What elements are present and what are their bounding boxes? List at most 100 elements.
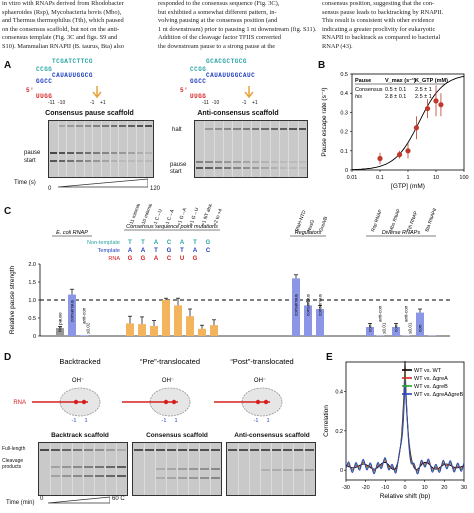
pos-m11: -11 bbox=[48, 100, 55, 106]
bar-annotation: con bbox=[394, 324, 399, 332]
gel-band bbox=[51, 449, 60, 452]
gel-band bbox=[145, 151, 152, 154]
y-axis-label: Pause escape rate (s⁻¹) bbox=[321, 87, 328, 156]
template-base: A bbox=[141, 248, 146, 254]
x-tick-label: 100 bbox=[459, 175, 468, 181]
anticonsensus-gel-d bbox=[226, 442, 316, 496]
nt-base: A bbox=[154, 240, 159, 246]
consensus-pause-label: pause bbox=[24, 150, 41, 156]
time-start-a: 0 bbox=[48, 186, 52, 192]
bar-annotation: anti-con bbox=[82, 307, 87, 324]
gel-lane-divider bbox=[166, 443, 167, 495]
gel-band bbox=[200, 477, 209, 480]
text-line: on the consensus scaffold, but not on th… bbox=[2, 25, 120, 33]
gel-lane-divider bbox=[83, 121, 85, 177]
bar-annotation: his pause bbox=[58, 312, 63, 332]
gel-lane-divider bbox=[297, 121, 299, 177]
gel-band bbox=[50, 151, 57, 154]
time-end-a: 120 bbox=[150, 186, 161, 192]
gel-lane-divider bbox=[188, 443, 189, 495]
gel-band bbox=[84, 125, 92, 128]
bar bbox=[186, 316, 194, 336]
gel-band bbox=[242, 161, 250, 164]
gel-band bbox=[93, 151, 100, 154]
gel-lane-divider bbox=[210, 443, 211, 495]
rna-end bbox=[263, 399, 269, 405]
x-tick-label: 0 bbox=[403, 485, 406, 491]
table-cell: 2.5 ± 1 bbox=[415, 87, 432, 93]
time-wedge-icon bbox=[58, 178, 148, 188]
rna-end bbox=[81, 399, 87, 405]
data-point bbox=[396, 152, 403, 158]
gel-lane-divider bbox=[199, 443, 200, 495]
gel-band bbox=[200, 449, 209, 452]
gel-band bbox=[67, 125, 74, 128]
x-tick-label: 0.1 bbox=[376, 175, 384, 181]
gel-lane-divider bbox=[127, 121, 128, 177]
bar bbox=[80, 335, 88, 336]
gel-band bbox=[110, 151, 118, 154]
bar-annotation: ≤0.01 bbox=[382, 322, 387, 334]
gel-band bbox=[119, 151, 126, 154]
gel-band bbox=[58, 160, 66, 163]
bar-annotation: con bbox=[368, 324, 373, 332]
gel-band bbox=[250, 449, 259, 452]
text-line: RNAPII to backtrack as compared to bacte… bbox=[322, 34, 441, 42]
anti-start-label: start bbox=[170, 169, 182, 175]
backtrack-gel-title: Backtrack scaffold bbox=[51, 432, 109, 439]
gel-band bbox=[106, 475, 115, 478]
gel-lane-divider bbox=[288, 121, 290, 177]
gel-lane-divider bbox=[271, 443, 272, 495]
gel-band bbox=[102, 151, 109, 154]
gel-band bbox=[270, 127, 278, 130]
template-base: C bbox=[206, 248, 211, 254]
gel-lane-divider bbox=[83, 443, 84, 495]
gel-band bbox=[298, 161, 306, 164]
rna-seq: UUGG bbox=[36, 93, 53, 100]
table-cell: Consensus bbox=[355, 87, 383, 93]
rnap-label: Mbo RNAP bbox=[388, 208, 402, 233]
template-base: T bbox=[154, 248, 158, 254]
gel-band bbox=[252, 166, 260, 169]
gel-band bbox=[294, 469, 303, 471]
gel-band bbox=[117, 475, 126, 478]
y-tick-label: 0.2 bbox=[340, 130, 348, 136]
gel-band bbox=[62, 475, 71, 478]
table-cell: 0.5 ± 0.1 bbox=[385, 87, 406, 93]
state-title: “Post”-translocated bbox=[230, 357, 293, 366]
table-header-k: K_GTP (mM) bbox=[415, 78, 448, 84]
anti-pos-p1: +1 bbox=[252, 100, 258, 106]
gel-band bbox=[224, 127, 232, 130]
gel-band bbox=[50, 160, 57, 163]
oh-label: OH⁻ bbox=[254, 378, 266, 384]
gel-band bbox=[178, 449, 187, 452]
gel-band bbox=[280, 166, 288, 169]
text-line: and Thermus thermophilus (Tth), which pa… bbox=[2, 17, 124, 25]
x-tick-label: 10 bbox=[422, 485, 428, 491]
halt-label: halt bbox=[172, 127, 182, 133]
nt-base: T bbox=[128, 240, 132, 246]
bar bbox=[174, 305, 182, 336]
rna-5prime: 5' bbox=[26, 87, 35, 94]
panel-c-chart: 0 0.5 1.0 1.5 2.0 Relative pause strength E. c… bbox=[9, 204, 450, 340]
bar-annotation: consensus bbox=[70, 299, 75, 322]
gel-band bbox=[205, 161, 213, 164]
text-line: Addition of the cleavage factor TFIIS co… bbox=[158, 34, 282, 42]
table-header-pause: Pause bbox=[355, 78, 371, 84]
gel-band bbox=[145, 449, 154, 452]
gel-band bbox=[189, 467, 198, 470]
gel-band bbox=[76, 125, 83, 128]
gel-band bbox=[298, 166, 306, 169]
panel-b-chart: 0 0.1 0.2 0.3 0.4 0.5 0.01 0.1 1 10 100 [GTP] (mM) P… bbox=[321, 72, 469, 190]
x-tick-label: -10 bbox=[381, 485, 389, 491]
gel-lane-divider bbox=[105, 443, 106, 495]
gel-band bbox=[214, 127, 222, 130]
group-title: Consensus sequence point mutations bbox=[126, 224, 218, 230]
consensus-gel-title: Consensus scaffold bbox=[146, 432, 208, 439]
x-tick-label: 20 bbox=[441, 485, 447, 491]
bar bbox=[68, 294, 76, 336]
gel-band bbox=[261, 166, 269, 169]
gel-band bbox=[270, 161, 278, 164]
y-tick-label: 1.0 bbox=[28, 298, 36, 304]
anticonsensus-gel-title: Anti-consensus scaffold bbox=[234, 432, 310, 439]
